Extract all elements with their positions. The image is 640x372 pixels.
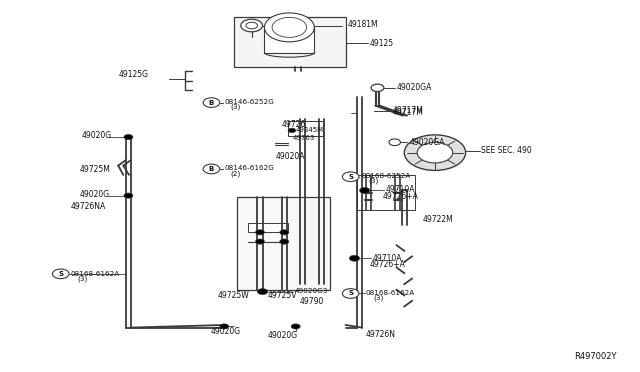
Text: 49725V: 49725V — [268, 291, 297, 300]
Text: 49020G: 49020G — [80, 190, 110, 199]
Circle shape — [124, 135, 133, 140]
Text: (3): (3) — [369, 177, 379, 184]
Text: 49717M: 49717M — [393, 109, 424, 118]
Text: 08168-6162A: 08168-6162A — [71, 271, 120, 277]
Circle shape — [389, 139, 401, 145]
Text: (3): (3) — [374, 295, 384, 301]
Text: 08168-6162A: 08168-6162A — [366, 290, 415, 296]
Text: SEE SEC. 490: SEE SEC. 490 — [481, 146, 532, 155]
Text: 49790: 49790 — [300, 297, 324, 306]
Text: 49125: 49125 — [369, 39, 394, 48]
Circle shape — [404, 135, 466, 170]
Bar — [288, 121, 323, 136]
Text: 08168-6252A: 08168-6252A — [362, 173, 411, 179]
Circle shape — [203, 98, 220, 108]
Bar — [264, 28, 314, 52]
Text: 49181M: 49181M — [348, 20, 379, 29]
Text: 49020GA: 49020GA — [397, 83, 432, 92]
Text: 49345M: 49345M — [296, 127, 324, 134]
Text: R497002Y: R497002Y — [574, 352, 617, 361]
Circle shape — [124, 193, 133, 198]
Circle shape — [291, 324, 300, 329]
Circle shape — [255, 230, 264, 235]
Circle shape — [417, 142, 452, 163]
Text: 49725M: 49725M — [80, 165, 111, 174]
Text: S: S — [348, 291, 353, 296]
Circle shape — [288, 128, 296, 133]
Text: 49722M: 49722M — [422, 215, 453, 224]
Text: 08146-6252G: 08146-6252G — [224, 99, 274, 105]
Text: 49710A: 49710A — [372, 254, 402, 263]
Text: 49020A: 49020A — [275, 152, 305, 161]
Bar — [234, 17, 346, 67]
Circle shape — [220, 324, 228, 329]
Circle shape — [272, 17, 307, 37]
Text: 49020G: 49020G — [81, 131, 111, 141]
Text: S: S — [58, 271, 63, 277]
Bar — [237, 197, 330, 290]
Circle shape — [349, 255, 360, 261]
Text: 49726+A: 49726+A — [370, 260, 406, 269]
Text: 49710A: 49710A — [385, 185, 415, 194]
Circle shape — [371, 84, 384, 92]
Text: B: B — [209, 166, 214, 172]
Circle shape — [280, 239, 289, 244]
Text: S: S — [348, 174, 353, 180]
Circle shape — [342, 172, 359, 182]
Text: 49020G: 49020G — [210, 327, 240, 336]
Text: 49763: 49763 — [292, 135, 315, 141]
Text: 49726NA: 49726NA — [71, 202, 106, 211]
Text: 49725W: 49725W — [218, 291, 250, 300]
Circle shape — [257, 289, 268, 295]
Circle shape — [52, 269, 69, 279]
Text: 49020GA: 49020GA — [410, 138, 445, 147]
Text: 49726+A: 49726+A — [383, 192, 419, 201]
Text: (2): (2) — [230, 170, 241, 177]
Text: (3): (3) — [230, 104, 241, 110]
Text: (3): (3) — [77, 276, 88, 282]
Text: 49020G3: 49020G3 — [294, 288, 328, 294]
Circle shape — [241, 19, 262, 32]
Circle shape — [246, 22, 257, 29]
Circle shape — [255, 239, 264, 244]
Bar — [357, 175, 415, 210]
Text: 49726: 49726 — [282, 120, 306, 129]
Text: 49125G: 49125G — [118, 70, 148, 79]
Circle shape — [203, 164, 220, 174]
Text: 49717M: 49717M — [393, 106, 424, 115]
Circle shape — [264, 13, 314, 42]
Circle shape — [360, 187, 370, 193]
Text: B: B — [209, 100, 214, 106]
Bar — [248, 223, 288, 232]
Text: 49020G: 49020G — [268, 331, 298, 340]
Text: 49726N: 49726N — [366, 330, 396, 339]
Circle shape — [342, 289, 359, 298]
Text: 08146-6162G: 08146-6162G — [224, 165, 274, 171]
Circle shape — [280, 230, 289, 235]
